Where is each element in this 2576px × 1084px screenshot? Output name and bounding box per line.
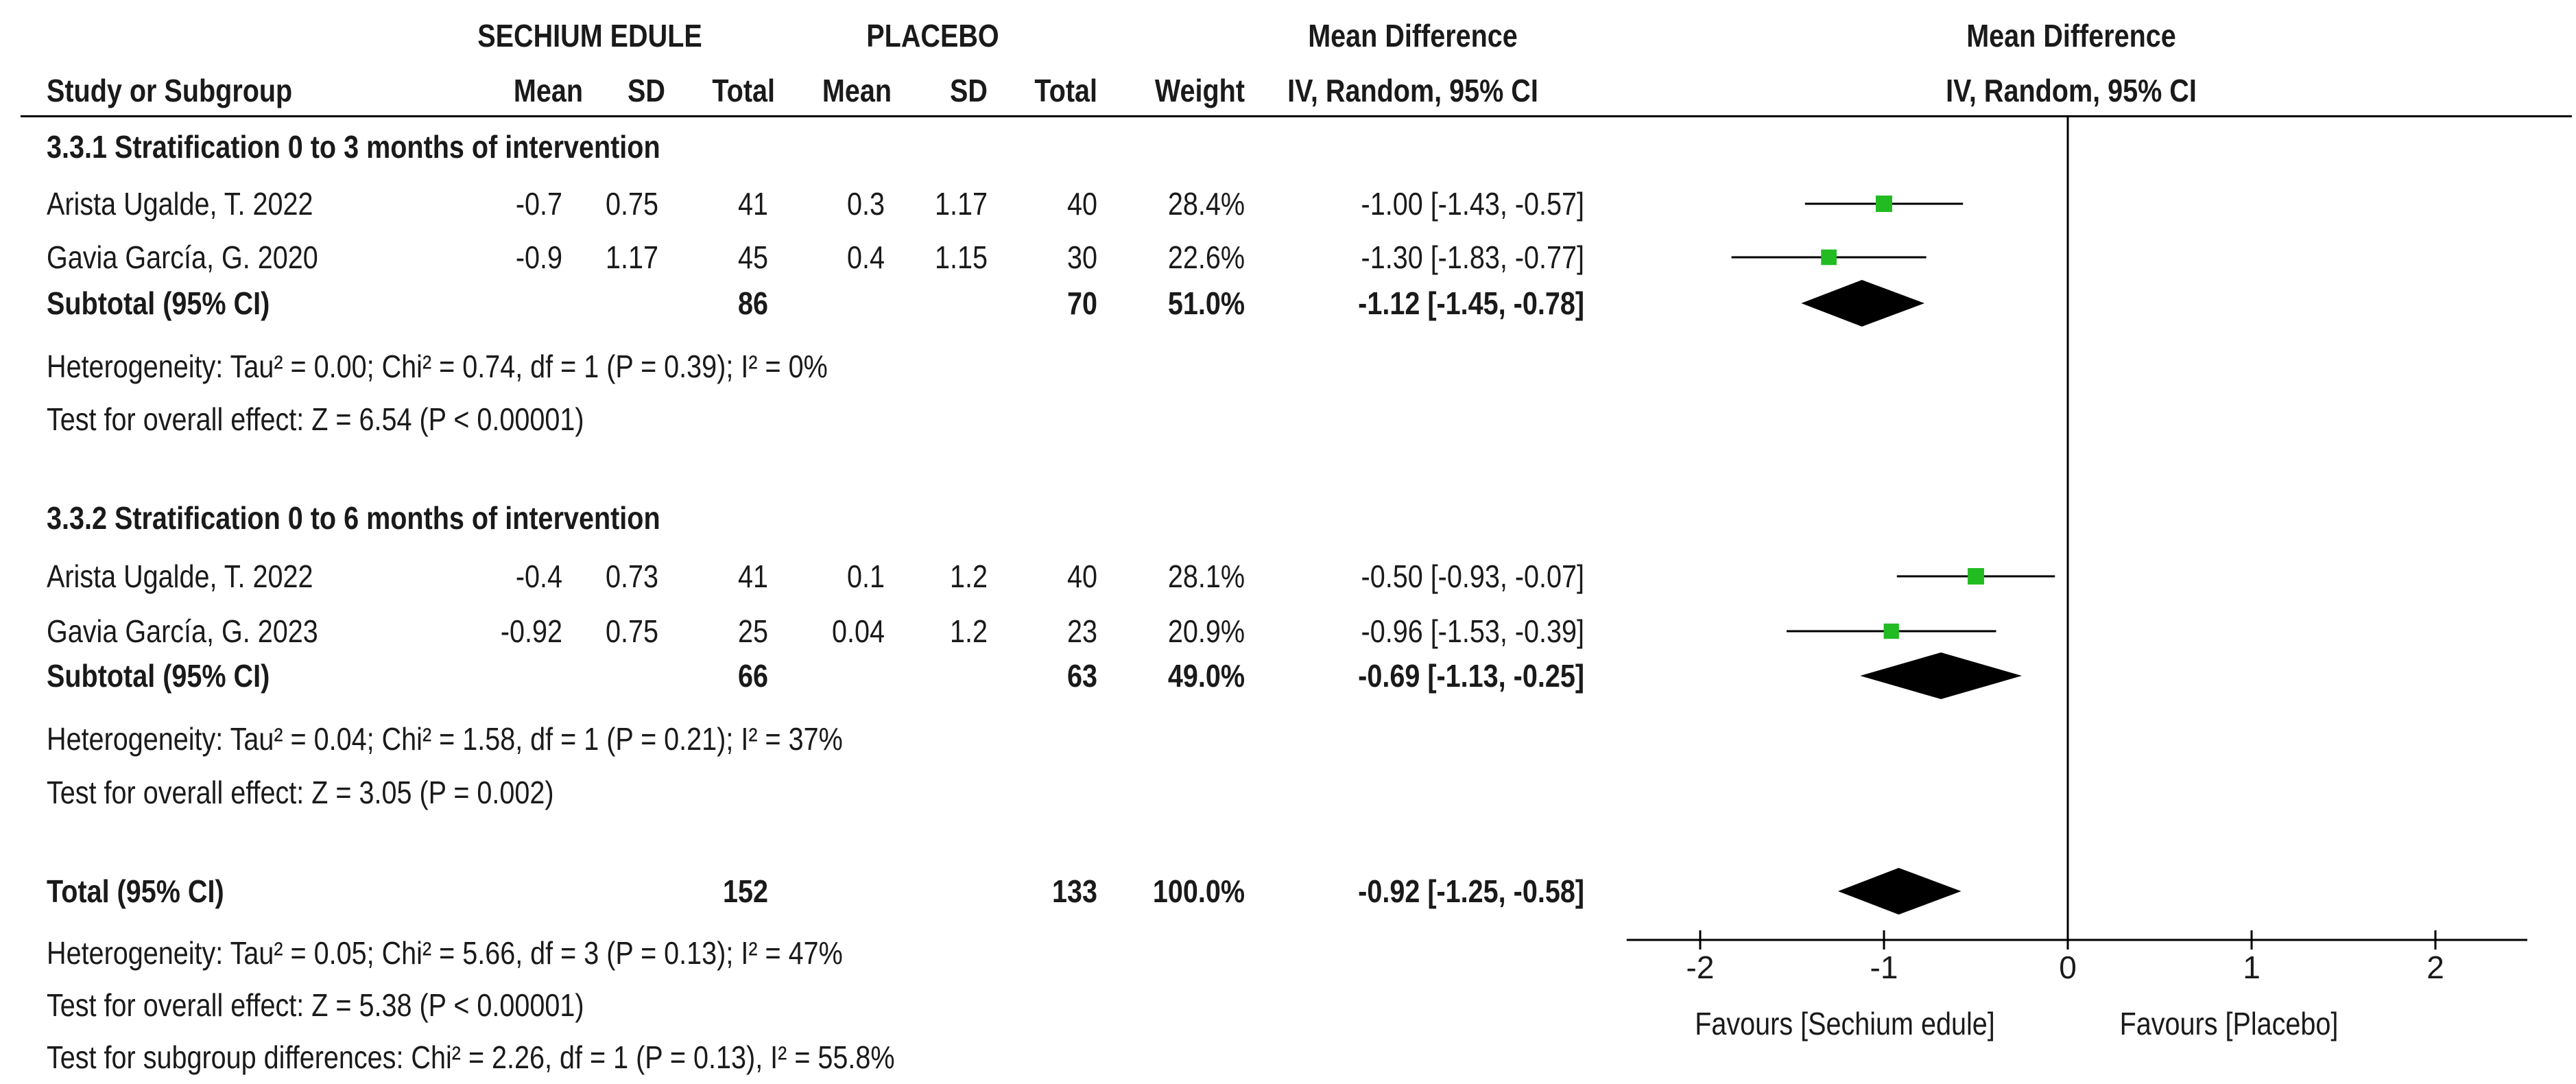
weight: 100.0% [1152, 873, 1245, 909]
study-name: Arista Ugalde, T. 2022 [47, 558, 313, 594]
total-exp: 41 [737, 558, 768, 594]
subtotal-label: Subtotal (95% CI) [47, 285, 270, 321]
sd-ctl: 1.2 [950, 558, 988, 594]
mean-ctl: 0.3 [847, 186, 885, 222]
mean-ctl: 0.4 [847, 239, 885, 275]
header-md-method-plot: IV, Random, 95% CI [1946, 73, 2197, 108]
x-tick-label: 1 [2243, 950, 2261, 985]
header-md-table: Mean Difference [1308, 18, 1518, 54]
ci-text: -0.92 [-1.25, -0.58] [1358, 873, 1584, 909]
total-exp: 45 [737, 239, 768, 275]
header-group-control: PLACEBO [866, 18, 999, 54]
total-exp: 66 [737, 658, 768, 694]
subgroup-title: 3.3.1 Stratification 0 to 3 months of in… [47, 129, 660, 165]
sd-ctl: 1.15 [935, 239, 988, 275]
study-effect-marker [1883, 623, 1899, 639]
sd-ctl: 1.2 [950, 613, 988, 649]
ci-text: -1.00 [-1.43, -0.57] [1361, 186, 1584, 222]
total-exp: 86 [737, 285, 768, 321]
header-weight: Weight [1154, 73, 1245, 108]
total-ctl: 40 [1066, 558, 1097, 594]
weight: 28.4% [1167, 186, 1245, 222]
mean-ctl: 0.04 [832, 613, 885, 649]
total-ctl: 133 [1051, 873, 1097, 909]
overall-effect-text: Test for overall effect: Z = 6.54 (P < 0… [47, 401, 584, 437]
heterogeneity-text: Heterogeneity: Tau² = 0.00; Chi² = 0.74,… [47, 349, 828, 384]
sd-exp: 0.75 [606, 613, 658, 649]
study-name: Arista Ugalde, T. 2022 [47, 186, 313, 222]
total-exp: 152 [722, 873, 768, 909]
header-total-ctl: Total [1034, 73, 1097, 108]
total-exp: 41 [737, 186, 768, 222]
overall-effect-text: Test for overall effect: Z = 5.38 (P < 0… [47, 987, 584, 1023]
total-exp: 25 [737, 613, 768, 649]
total-ctl: 63 [1066, 658, 1097, 694]
study-effect-marker [1821, 249, 1837, 266]
header-md-plot: Mean Difference [1966, 18, 2176, 54]
x-tick-label: 2 [2426, 950, 2444, 985]
overall-effect-text: Test for overall effect: Z = 3.05 (P = 0… [47, 775, 554, 810]
header-sd-exp: SD [628, 73, 665, 108]
weight: 51.0% [1167, 285, 1245, 321]
study-name: Gavia García, G. 2023 [47, 613, 318, 649]
total-ctl: 70 [1066, 285, 1097, 321]
pooled-diamond [1838, 868, 1961, 915]
header-rule [21, 115, 2572, 117]
header-md-method-table: IV, Random, 95% CI [1287, 73, 1538, 108]
subgroup-differences-text: Test for subgroup differences: Chi² = 2.… [47, 1039, 895, 1075]
x-tick-label: 0 [2059, 950, 2077, 985]
weight: 22.6% [1167, 239, 1245, 275]
study-effect-marker [1968, 568, 1984, 585]
heterogeneity-text: Heterogeneity: Tau² = 0.05; Chi² = 5.66,… [47, 935, 843, 971]
subgroup-title: 3.3.2 Stratification 0 to 6 months of in… [47, 500, 660, 536]
study-effect-marker [1876, 196, 1892, 212]
mean-exp: -0.9 [515, 239, 562, 275]
subtotal-label: Subtotal (95% CI) [47, 658, 270, 694]
ci-text: -0.50 [-0.93, -0.07] [1361, 558, 1584, 594]
mean-ctl: 0.1 [847, 558, 885, 594]
sd-ctl: 1.17 [935, 186, 988, 222]
total-ctl: 30 [1066, 239, 1097, 275]
x-tick-label: -1 [1870, 950, 1898, 985]
weight: 49.0% [1167, 658, 1245, 694]
heterogeneity-text: Heterogeneity: Tau² = 0.04; Chi² = 1.58,… [47, 721, 843, 757]
header-total-exp: Total [712, 73, 775, 108]
weight: 20.9% [1167, 613, 1245, 649]
pooled-diamond [1801, 280, 1924, 327]
header-group-experimental: SECHIUM EDULE [477, 18, 702, 54]
ci-text: -0.69 [-1.13, -0.25] [1358, 658, 1584, 694]
favours-left-label: Favours [Sechium edule] [1695, 1006, 1995, 1041]
x-tick-label: -2 [1686, 950, 1715, 985]
sd-exp: 1.17 [606, 239, 658, 275]
total-ctl: 23 [1066, 613, 1097, 649]
sd-exp: 0.73 [606, 558, 658, 594]
total-ctl: 40 [1066, 186, 1097, 222]
header-mean-exp: Mean [513, 73, 583, 108]
sd-exp: 0.75 [606, 186, 658, 222]
mean-exp: -0.92 [500, 613, 562, 649]
weight: 28.1% [1167, 558, 1245, 594]
mean-exp: -0.4 [515, 558, 562, 594]
header-mean-ctl: Mean [822, 73, 892, 108]
ci-text: -1.12 [-1.45, -0.78] [1358, 285, 1584, 321]
total-label: Total (95% CI) [47, 873, 224, 909]
pooled-diamond [1860, 652, 2022, 699]
study-name: Gavia García, G. 2020 [47, 239, 318, 275]
ci-text: -0.96 [-1.53, -0.39] [1361, 613, 1584, 649]
header-study-column: Study or Subgroup [47, 73, 293, 108]
ci-text: -1.30 [-1.83, -0.77] [1361, 239, 1584, 275]
mean-exp: -0.7 [515, 186, 562, 222]
header-sd-ctl: SD [950, 73, 988, 108]
favours-right-label: Favours [Placebo] [2119, 1006, 2339, 1041]
